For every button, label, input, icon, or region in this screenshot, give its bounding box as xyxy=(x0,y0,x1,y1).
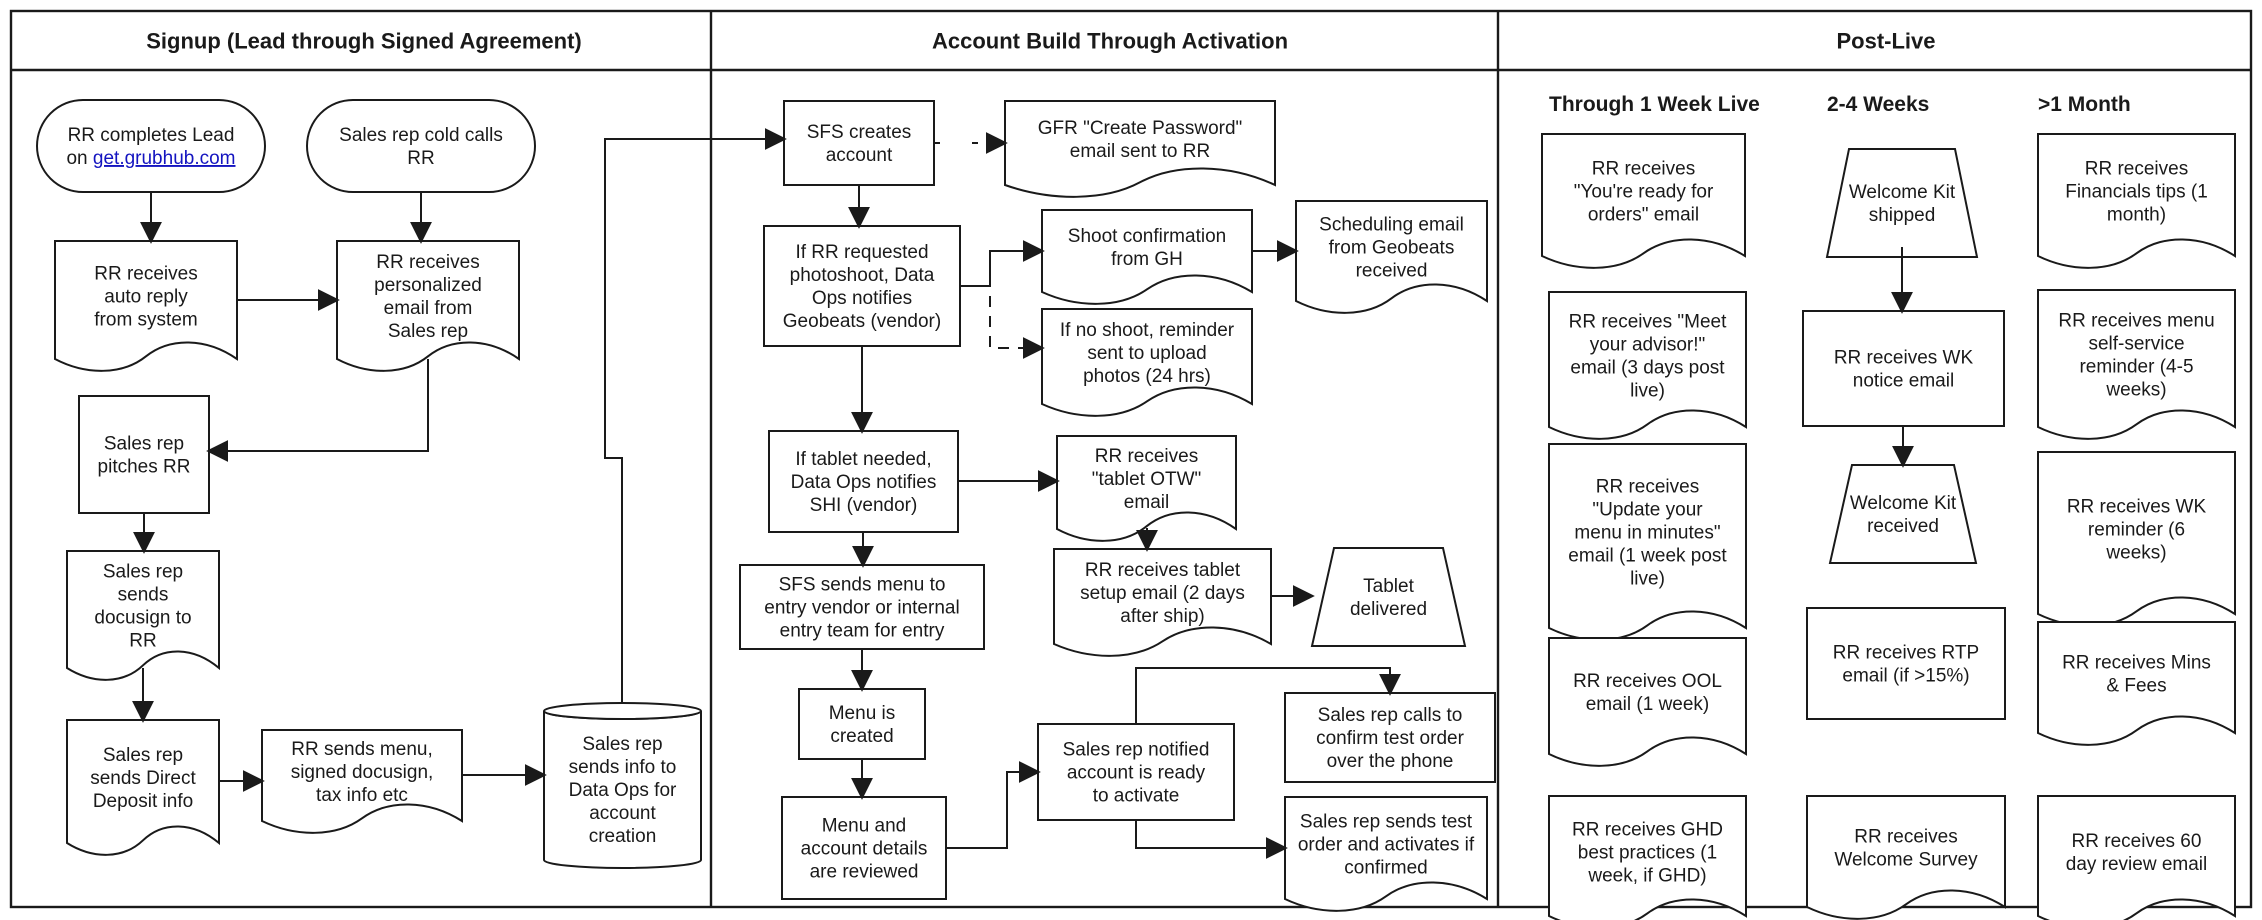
svg-text:Signup (Lead through Signed Ag: Signup (Lead through Signed Agreement) xyxy=(146,29,582,54)
svg-text:If tablet needed,Data Ops noti: If tablet needed, Data Ops notifies SHI (v… xyxy=(791,449,937,516)
svg-text:>1 Month: >1 Month xyxy=(2038,93,2131,116)
svg-text:Post-Live: Post-Live xyxy=(1836,29,1935,54)
svg-text:Through 1 Week Live: Through 1 Week Live xyxy=(1549,93,1760,116)
svg-text:Account Build Through Activati: Account Build Through Activation xyxy=(932,29,1288,54)
svg-text:2-4 Weeks: 2-4 Weeks xyxy=(1827,93,1929,116)
